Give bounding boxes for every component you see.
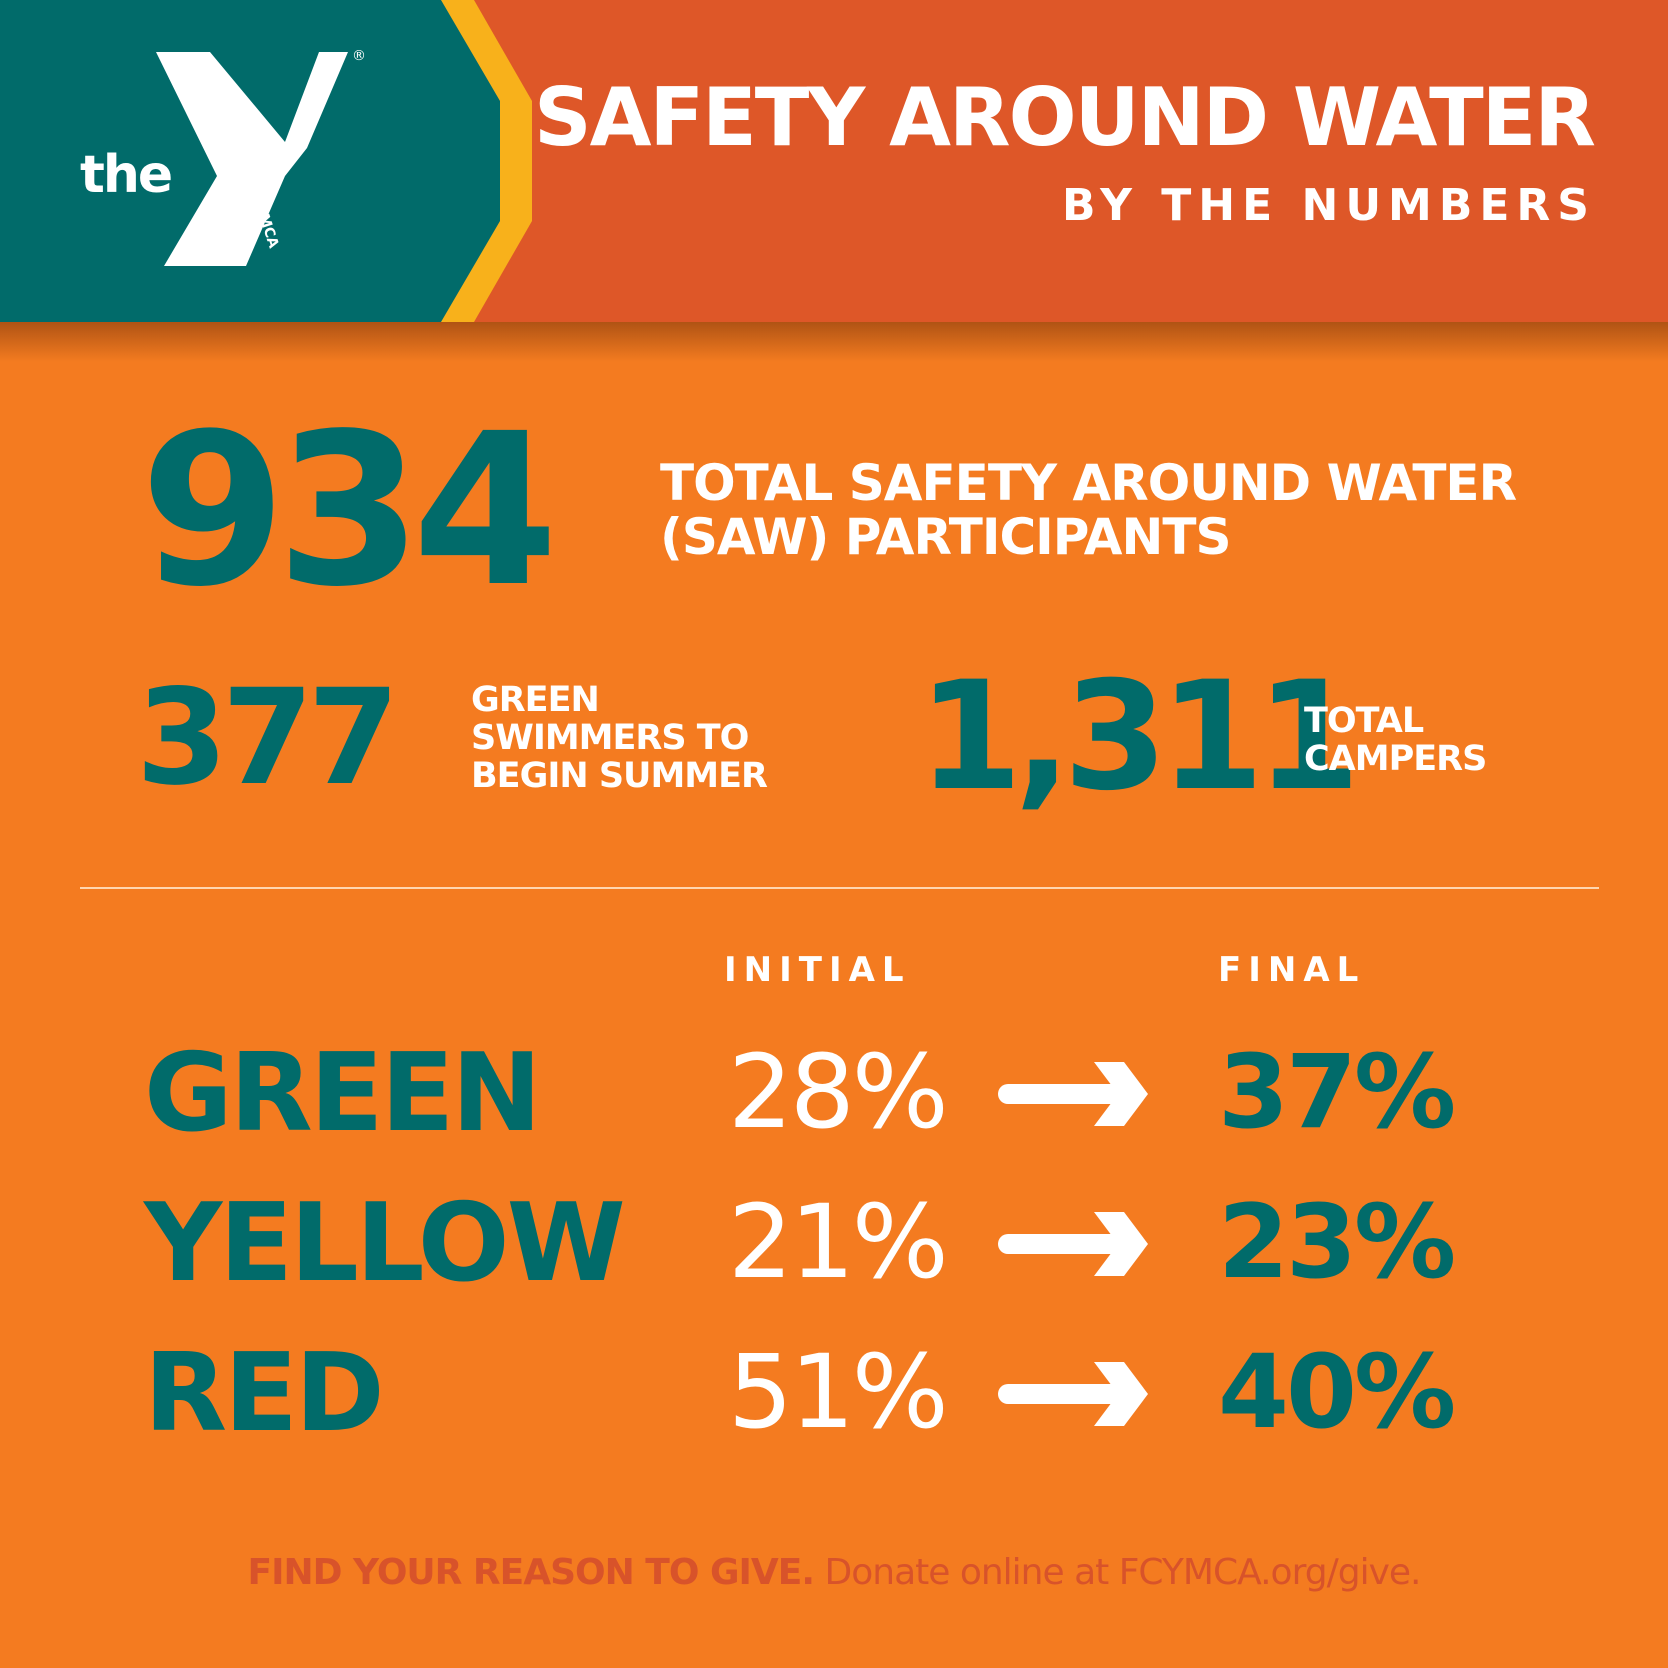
divider [80, 887, 1599, 889]
campers-label: TOTAL CAMPERS [1304, 701, 1487, 779]
green-swimmers-label-line3: BEGIN SUMMER [471, 755, 768, 796]
initial-column-header: INITIAL [724, 950, 911, 990]
initial-value-green: 28% [728, 1033, 949, 1152]
final-column-header: FINAL [1218, 950, 1366, 990]
final-value-yellow: 23% [1218, 1183, 1456, 1302]
row-label-green: GREEN [144, 1031, 542, 1156]
campers-label-line1: TOTAL [1304, 701, 1424, 741]
logo-the-text: the [80, 145, 171, 205]
y-logo-icon [156, 52, 348, 266]
green-swimmers-label: GREEN SWIMMERS TO BEGIN SUMMER [471, 680, 768, 796]
ymca-logo-banner: the YMCA ® [0, 0, 532, 322]
footer-donate-link-text[interactable]: Donate online at FCYMCA.org/give. [814, 1552, 1422, 1593]
participants-number: 934 [140, 388, 558, 633]
green-swimmers-label-line1: GREEN [471, 680, 600, 720]
participants-label-line2: (SAW) PARTICIPANTS [660, 508, 1231, 566]
green-swimmers-label-line2: SWIMMERS TO [471, 717, 749, 758]
final-value-green: 37% [1218, 1033, 1456, 1152]
right-arrow-icon [998, 1062, 1148, 1126]
logo-registered-mark: ® [352, 48, 366, 64]
footer-bold-text: FIND YOUR REASON TO GIVE. [247, 1552, 816, 1593]
initial-value-yellow: 21% [728, 1183, 949, 1302]
footer-donate-text: FIND YOUR REASON TO GIVE. Donate online … [0, 1552, 1668, 1593]
right-arrow-icon [998, 1212, 1148, 1276]
row-label-yellow: YELLOW [144, 1181, 626, 1306]
page-subtitle: BY THE NUMBERS [1061, 180, 1596, 231]
header-shadow [0, 322, 1668, 362]
participants-label: TOTAL SAFETY AROUND WATER (SAW) PARTICIP… [660, 454, 1517, 566]
final-value-red: 40% [1218, 1333, 1456, 1452]
participants-label-line1: TOTAL SAFETY AROUND WATER [660, 454, 1517, 512]
page-title: SAFETY AROUND WATER [533, 71, 1596, 164]
campers-label-line2: CAMPERS [1304, 738, 1487, 779]
campers-number: 1,311 [918, 650, 1360, 824]
row-label-red: RED [144, 1331, 385, 1456]
right-arrow-icon [998, 1362, 1148, 1426]
initial-value-red: 51% [728, 1333, 949, 1452]
green-swimmers-number: 377 [136, 661, 400, 815]
